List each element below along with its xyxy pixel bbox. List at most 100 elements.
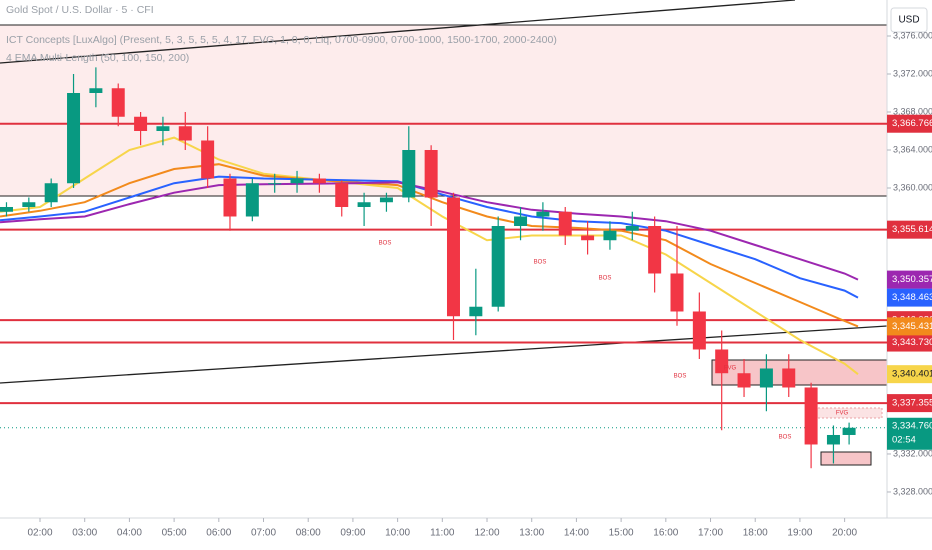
candle-body — [290, 178, 304, 184]
candle-body — [826, 434, 840, 445]
fvg-box — [820, 451, 872, 466]
last-price-text: 3,334.760 — [892, 420, 932, 431]
candle-body — [201, 140, 215, 179]
candle-body — [223, 178, 237, 217]
premium-zone — [0, 25, 887, 196]
candle-body — [603, 230, 617, 241]
candle-body — [558, 211, 572, 236]
x-tick-label: 19:00 — [787, 528, 812, 539]
candle-body — [0, 206, 13, 212]
ema-label-text: 3,350.357 — [892, 274, 932, 285]
candle-body — [357, 202, 371, 207]
x-tick-label: 12:00 — [475, 528, 500, 539]
trend-line — [0, 0, 796, 64]
level-label-text: 3,366.766 — [892, 118, 932, 129]
y-tick-label: 3,368.000 — [893, 106, 932, 116]
chart-title: Gold Spot / U.S. Dollar · 5 · CFI — [6, 4, 154, 16]
y-tick-label: 3,360.000 — [893, 182, 932, 192]
annotation: FVG — [724, 366, 737, 372]
candle-body — [134, 116, 148, 131]
candle-body — [692, 311, 706, 350]
x-tick-label: 08:00 — [296, 528, 321, 539]
x-tick-label: 13:00 — [519, 528, 544, 539]
ema-label-text: 3,345.431 — [892, 321, 932, 332]
annotation: BOS — [379, 241, 392, 247]
candle-body — [648, 225, 662, 274]
candle-body — [156, 126, 170, 131]
candle-body — [842, 427, 856, 435]
candle-body — [178, 126, 192, 141]
ema-line — [0, 163, 859, 328]
x-tick-label: 09:00 — [340, 528, 365, 539]
annotation: BOS — [599, 276, 612, 282]
annotation: FVG — [836, 411, 849, 417]
fvg-box — [809, 407, 883, 419]
level-label — [887, 220, 932, 239]
ema-line — [0, 181, 859, 281]
candle-body — [379, 197, 393, 203]
candle-body — [67, 92, 81, 184]
candle-body — [22, 202, 36, 207]
y-tick-label: 3,364.000 — [893, 144, 932, 154]
x-tick-label: 18:00 — [743, 528, 768, 539]
indicator-label: 4 EMA Multi-Length (50, 100, 150, 200) — [6, 52, 189, 64]
level-label-text: 3,337.355 — [892, 398, 932, 409]
candle-body — [715, 349, 729, 374]
currency-button[interactable] — [890, 7, 928, 33]
annotation: BOS — [779, 435, 792, 441]
candle-body — [581, 235, 595, 241]
candle-body — [111, 88, 125, 117]
candle-body — [491, 225, 505, 307]
x-tick-label: 04:00 — [117, 528, 142, 539]
ema-label — [887, 288, 932, 307]
trend-line — [0, 325, 888, 384]
ema-label-text: 3,348.463 — [892, 292, 932, 303]
candle-body — [424, 149, 438, 198]
x-tick-label: 11:00 — [430, 528, 455, 539]
candle-body — [759, 368, 773, 388]
candle-body — [245, 183, 259, 217]
candle-body — [782, 368, 796, 388]
ema-label-text: 3,340.401 — [892, 369, 932, 380]
candle-body — [402, 149, 416, 198]
ema-label — [887, 365, 932, 384]
x-tick-label: 10:00 — [385, 528, 410, 539]
indicator-label: ICT Concepts [LuxAlgo] (Present, 5, 3, 5… — [6, 34, 557, 46]
candle-body — [469, 306, 483, 317]
candle-body — [312, 178, 326, 184]
candle-body — [670, 273, 684, 312]
candle-body — [625, 225, 639, 231]
x-tick-label: 05:00 — [162, 528, 187, 539]
x-tick-label: 02:00 — [27, 528, 52, 539]
x-tick-label: 15:00 — [609, 528, 634, 539]
annotation: BOS — [534, 260, 547, 266]
candle-body — [44, 183, 58, 203]
y-tick-label: 3,328.000 — [893, 486, 932, 496]
level-label-text: 3,343.730 — [892, 337, 932, 348]
candle-body — [737, 373, 751, 388]
level-label-text: 3,355.614 — [892, 224, 932, 235]
ema-label — [887, 317, 932, 336]
last-price-label — [887, 417, 932, 450]
ema-label — [887, 270, 932, 289]
plot — [0, 67, 887, 469]
candle-body — [89, 88, 103, 93]
ema-line — [0, 136, 859, 375]
level-label — [887, 333, 932, 352]
x-tick-label: 20:00 — [832, 528, 857, 539]
level-label — [887, 394, 932, 413]
x-tick-label: 14:00 — [564, 528, 589, 539]
candle-body — [804, 387, 818, 445]
level-label — [887, 114, 932, 133]
y-tick-label: 3,372.000 — [893, 68, 932, 78]
ema-line — [0, 175, 859, 299]
candle-body — [446, 197, 460, 317]
candle-body — [335, 183, 349, 207]
currency[interactable]: USD — [898, 15, 919, 26]
countdown-text: 02:54 — [892, 434, 916, 445]
x-tick-label: 03:00 — [72, 528, 97, 539]
x-tick-label: 16:00 — [653, 528, 678, 539]
candle-body — [536, 211, 550, 217]
annotation: BOS — [674, 374, 687, 380]
x-tick-label: 17:00 — [698, 528, 723, 539]
